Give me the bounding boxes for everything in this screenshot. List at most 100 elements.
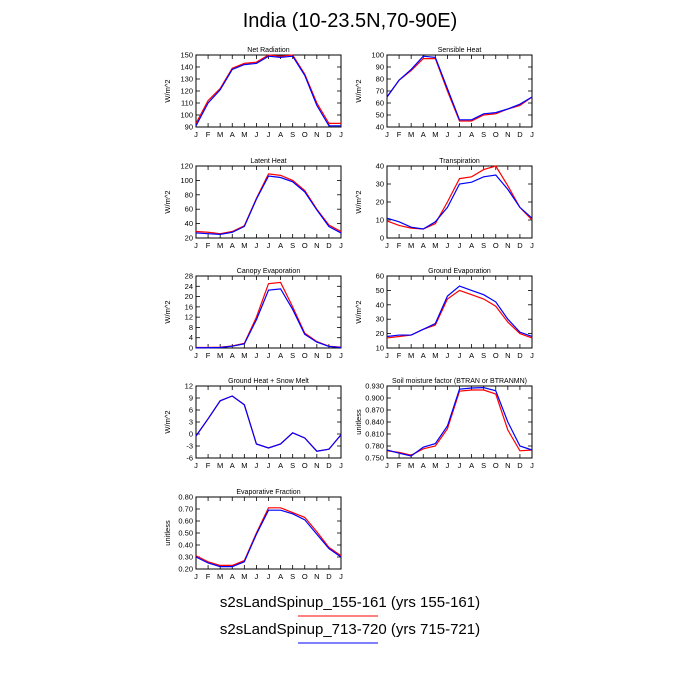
x-tick-label: M	[217, 351, 223, 360]
x-tick-label: A	[421, 241, 426, 250]
x-tick-label: N	[505, 351, 510, 360]
x-tick-label: S	[290, 241, 295, 250]
legend-entry-2: s2sLandSpinup_713-720 (yrs 715-721)	[0, 621, 700, 638]
panel-title: Transpiration	[439, 158, 480, 165]
panel-title: Evaporative Fraction	[236, 489, 300, 496]
x-tick-label: J	[267, 351, 271, 360]
y-tick-label: 0.70	[178, 505, 193, 514]
x-tick-label: A	[469, 241, 474, 250]
x-tick-label: D	[517, 241, 523, 250]
x-tick-label: N	[314, 572, 319, 581]
x-tick-label: A	[278, 572, 283, 581]
x-tick-label: A	[230, 572, 235, 581]
x-tick-label: J	[458, 130, 462, 139]
x-tick-label: M	[408, 241, 414, 250]
y-tick-label: 60	[376, 99, 384, 108]
y-tick-label: 6	[189, 406, 193, 415]
y-tick-label: 70	[376, 87, 384, 96]
y-tick-label: 20	[376, 329, 384, 338]
x-tick-label: S	[290, 130, 295, 139]
y-tick-label: 30	[376, 315, 384, 324]
y-tick-label: 0.20	[178, 565, 193, 574]
x-tick-label: D	[517, 351, 523, 360]
x-tick-label: A	[469, 461, 474, 470]
x-tick-label: A	[278, 130, 283, 139]
series-line-2	[195, 175, 342, 236]
y-tick-label: 0	[189, 430, 193, 439]
y-axis-label: W/m^2	[354, 190, 363, 213]
series-line-1	[386, 389, 533, 456]
y-tick-label: 20	[185, 292, 193, 301]
x-tick-label: F	[206, 241, 211, 250]
x-tick-label: A	[278, 461, 283, 470]
x-tick-label: S	[290, 461, 295, 470]
x-tick-label: S	[481, 351, 486, 360]
x-tick-label: J	[458, 351, 462, 360]
x-tick-label: A	[230, 241, 235, 250]
x-tick-label: J	[446, 461, 450, 470]
y-tick-label: 0.30	[178, 553, 193, 562]
y-tick-label: 0.40	[178, 541, 193, 550]
figure-title: India (10-23.5N,70-90E)	[242, 10, 458, 32]
y-tick-label: 110	[181, 99, 193, 108]
y-tick-label: 16	[185, 302, 193, 311]
x-tick-label: O	[493, 241, 499, 250]
x-tick-label: M	[432, 461, 438, 470]
y-tick-label: 8	[189, 323, 193, 332]
y-tick-label: 50	[376, 111, 384, 120]
x-tick-label: N	[314, 130, 319, 139]
x-tick-label: M	[217, 572, 223, 581]
x-tick-label: N	[314, 351, 319, 360]
y-axis-label: W/m^2	[163, 410, 172, 433]
y-tick-label: 90	[185, 123, 193, 132]
y-tick-label: 0.80	[178, 493, 193, 502]
x-tick-label: M	[241, 241, 247, 250]
x-tick-label: A	[278, 241, 283, 250]
series-line-1	[195, 507, 342, 567]
x-tick-label: D	[326, 572, 332, 581]
series-line-2	[386, 285, 533, 338]
y-tick-label: 0.870	[365, 406, 384, 415]
x-tick-label: N	[505, 130, 510, 139]
y-tick-label: -6	[186, 454, 193, 463]
series-line-1	[195, 54, 341, 125]
x-tick-label: O	[493, 351, 499, 360]
x-tick-label: N	[505, 461, 510, 470]
x-tick-label: M	[241, 572, 247, 581]
x-tick-label: J	[255, 572, 259, 581]
x-tick-label: M	[408, 461, 414, 470]
y-tick-label: 3	[189, 418, 193, 427]
y-tick-label: 40	[376, 162, 384, 171]
x-tick-label: F	[397, 241, 402, 250]
panel-title: Net Radiation	[247, 47, 290, 54]
y-tick-label: 10	[376, 344, 384, 353]
y-tick-label: 0.780	[365, 442, 384, 451]
y-tick-label: 0.930	[365, 382, 384, 391]
panel-title: Ground Heat + Snow Melt	[228, 378, 309, 385]
y-tick-label: 90	[376, 63, 384, 72]
x-tick-label: J	[530, 351, 534, 360]
y-tick-label: 24	[185, 282, 193, 291]
x-tick-label: J	[255, 351, 259, 360]
y-tick-label: 120	[180, 87, 193, 96]
x-tick-label: J	[267, 241, 271, 250]
y-tick-label: 50	[376, 286, 384, 295]
x-tick-label: J	[385, 461, 389, 470]
x-tick-label: J	[385, 130, 389, 139]
plot-frame	[386, 385, 533, 459]
y-tick-label: 0.840	[365, 418, 384, 427]
x-tick-label: F	[397, 461, 402, 470]
y-tick-label: 120	[180, 162, 193, 171]
x-tick-label: J	[255, 461, 259, 470]
x-tick-label: J	[385, 351, 389, 360]
x-tick-label: J	[339, 351, 343, 360]
legend-label-1: s2sLandSpinup_155-161 (yrs 155-161)	[219, 594, 481, 611]
panel-title: Soil moisture factor (BTRAN or BTRANMN)	[392, 378, 527, 385]
x-tick-label: M	[217, 241, 223, 250]
x-tick-label: D	[326, 241, 332, 250]
x-tick-label: J	[194, 241, 198, 250]
series-line-2	[195, 55, 341, 127]
y-tick-label: 30	[376, 180, 384, 189]
x-tick-label: F	[206, 351, 211, 360]
